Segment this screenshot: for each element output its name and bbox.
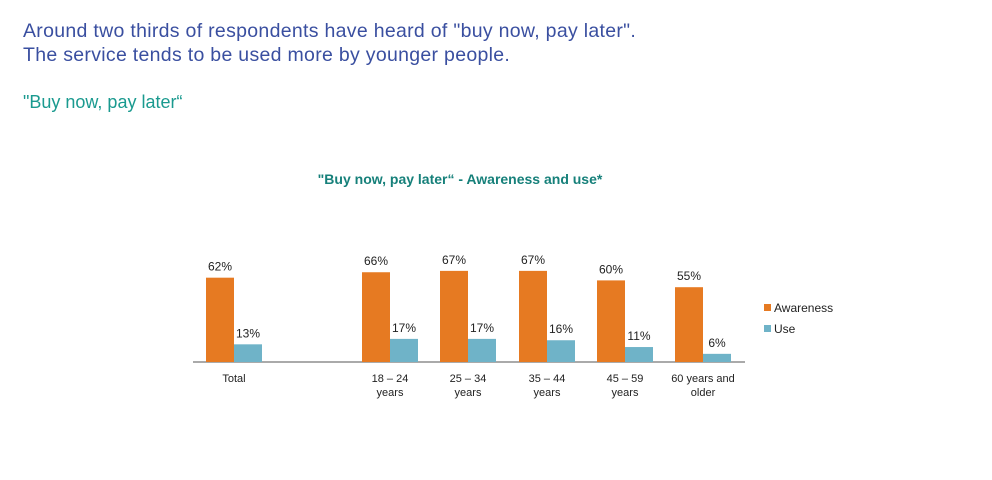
data-label-use: 17%: [392, 321, 416, 335]
x-tick-label: 18 – 24: [372, 373, 409, 385]
legend-swatch-awareness: [764, 304, 771, 311]
x-tick-label: years: [377, 387, 404, 399]
x-tick-label: 60 years and: [671, 373, 735, 385]
data-label-use: 16%: [549, 322, 573, 336]
bar-use: [547, 340, 575, 362]
bar-awareness: [597, 280, 625, 362]
bar-use: [703, 353, 731, 362]
legend-swatch-use: [764, 325, 771, 332]
bar-awareness: [675, 287, 703, 362]
x-tick-label: years: [612, 387, 639, 399]
bar-awareness: [362, 272, 390, 362]
data-label-use: 13%: [236, 326, 260, 340]
data-label-awareness: 62%: [208, 260, 232, 274]
x-tick-label: years: [534, 387, 561, 399]
bar-use: [234, 344, 262, 362]
x-tick-label: Total: [222, 373, 245, 385]
x-tick-label: older: [691, 387, 716, 399]
headline-line-1: Around two thirds of respondents have he…: [23, 20, 637, 42]
data-label-use: 11%: [627, 329, 650, 343]
section-subtitle: "Buy now, pay later“: [23, 92, 183, 112]
chart-title: "Buy now, pay later“ - Awareness and use…: [317, 171, 603, 187]
data-label-use: 6%: [708, 336, 726, 350]
data-label-awareness: 60%: [599, 262, 623, 276]
bar-awareness: [206, 277, 234, 362]
data-label-use: 17%: [470, 321, 494, 335]
legend-label-awareness: Awareness: [774, 300, 834, 315]
data-label-awareness: 67%: [442, 253, 466, 267]
legend-item-use: Use: [764, 318, 833, 339]
bar-awareness: [519, 270, 547, 362]
data-label-awareness: 66%: [364, 254, 388, 268]
bar-use: [468, 338, 496, 362]
legend-item-awareness: Awareness: [764, 297, 833, 318]
legend-label-use: Use: [774, 321, 796, 336]
data-label-awareness: 67%: [521, 253, 545, 267]
headline-line-2: The service tends to be used more by you…: [23, 44, 511, 66]
chart-legend: Awareness Use: [764, 297, 833, 339]
x-tick-label: years: [455, 387, 482, 399]
x-tick-label: 45 – 59: [607, 373, 644, 385]
x-tick-label: 25 – 34: [450, 373, 487, 385]
bar-use: [390, 338, 418, 362]
bar-use: [625, 347, 653, 362]
x-tick-label: 35 – 44: [529, 373, 566, 385]
headline: Around two thirds of respondents have he…: [23, 19, 636, 67]
data-label-awareness: 55%: [677, 269, 701, 283]
bar-awareness: [440, 270, 468, 362]
